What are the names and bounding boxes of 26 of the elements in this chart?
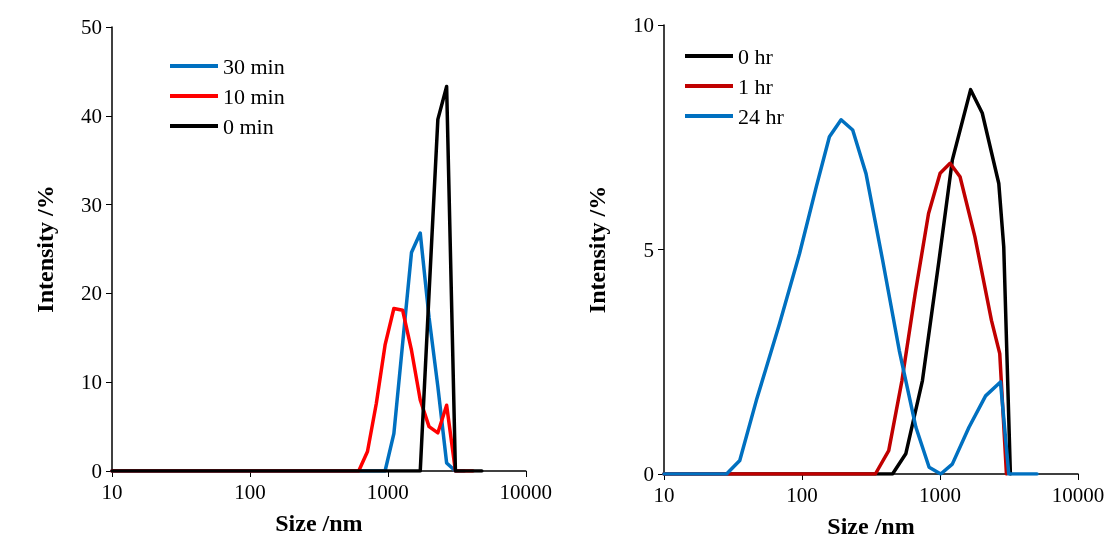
legend-label: 30 min	[223, 53, 285, 79]
x-tick-label: 10	[101, 479, 123, 504]
y-tick-label: 10	[81, 370, 102, 395]
y-tick-label: 40	[81, 103, 102, 128]
y-tick-label: 5	[643, 237, 654, 262]
y-tick-label: 50	[81, 15, 102, 39]
x-tick-label: 10000	[1051, 482, 1105, 507]
y-axis-title: Intensity /%	[584, 185, 610, 314]
y-tick-label: 0	[91, 459, 102, 483]
legend-label: 0 min	[223, 113, 274, 139]
x-axis-title: Size /nm	[827, 513, 915, 539]
y-tick-label: 30	[81, 192, 102, 217]
x-tick-label: 10000	[499, 479, 552, 504]
x-tick-label: 100	[234, 479, 266, 504]
legend-label: 1 hr	[738, 73, 774, 99]
legend-label: 10 min	[223, 83, 285, 109]
x-tick-label: 1000	[919, 482, 961, 507]
legend-label: 24 hr	[738, 103, 785, 129]
x-tick-label: 100	[786, 482, 818, 507]
legend-label: 0 hr	[738, 43, 774, 69]
x-tick-label: 1000	[366, 479, 409, 504]
y-tick-label: 0	[643, 462, 654, 486]
y-axis-title: Intensity /%	[32, 185, 58, 313]
y-tick-label: 10	[633, 13, 654, 37]
y-tick-label: 20	[81, 281, 102, 306]
x-axis-title: Size /nm	[275, 510, 363, 536]
